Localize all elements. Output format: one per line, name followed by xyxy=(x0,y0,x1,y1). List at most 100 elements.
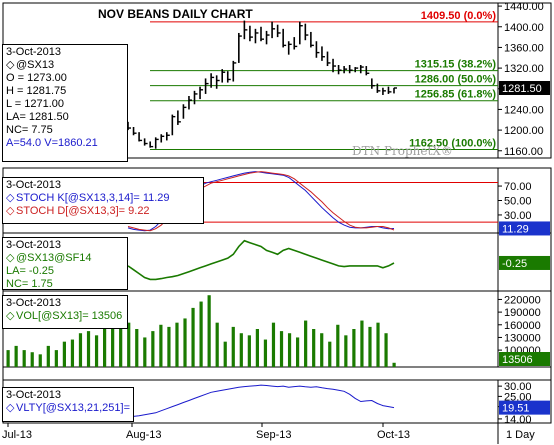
last-value-label: 13506 xyxy=(502,354,533,366)
price-legend-high: H = 1281.75 xyxy=(6,85,67,97)
volume-bar xyxy=(304,320,308,367)
last-value-label: 11.29 xyxy=(502,223,529,235)
y-tick-label: 50.00 xyxy=(504,196,532,208)
volume-bar xyxy=(159,324,163,367)
volume-bar xyxy=(392,362,396,367)
y-tick-label: 1440.00 xyxy=(504,1,544,13)
stoch-legend: 3-Oct-2013 ◇ STOCH K[@SX13,3,14]= 11.29 ◇… xyxy=(2,177,204,224)
x-tick-label: Aug-13 xyxy=(126,429,161,441)
volume-bar xyxy=(135,329,139,367)
y-tick-label: 160000 xyxy=(504,320,541,332)
volume-bar xyxy=(360,320,364,367)
volume-bar xyxy=(344,335,348,367)
stoch-legend-d: STOCH D[@SX13,3]= 9.22 xyxy=(16,205,150,217)
y-tick-label: 70.00 xyxy=(504,181,532,193)
retracement-label: 1286.00 (50.0%) xyxy=(415,74,497,86)
last-value-tag xyxy=(499,80,550,95)
volatility-line xyxy=(127,384,395,418)
volume-bar xyxy=(127,322,131,367)
volume-bar xyxy=(119,329,123,367)
y-tick-label: 1400.00 xyxy=(504,22,544,34)
volatility-legend-date: 3-Oct-2013 xyxy=(6,389,62,401)
price-legend-symbol-row: ◇ @SX13 xyxy=(6,59,124,72)
volume-bar xyxy=(46,345,50,367)
volume-legend-date: 3-Oct-2013 xyxy=(6,297,62,309)
volume-bar xyxy=(143,337,147,367)
y-tick-label: 190000 xyxy=(504,307,541,319)
stoch-legend-date: 3-Oct-2013 xyxy=(6,179,62,191)
volume-bar xyxy=(207,295,211,367)
retracement-label: 1315.15 (38.2%) xyxy=(415,59,497,71)
volatility-legend-row: ◇VLTY[@SX13,21,251]= 19.51 xyxy=(6,402,133,415)
stoch-legend-d-row: ◇ STOCH D[@SX13,3]= 9.22 xyxy=(6,205,200,218)
volume-bar xyxy=(38,354,42,367)
spread-legend: 3-Oct-2013 ◇ @SX13@SF14 LA= -0.25 NC= 1.7… xyxy=(2,237,128,290)
last-value-label: 1281.50 xyxy=(502,83,542,95)
spread-legend-symbol-row: ◇ @SX13@SF14 xyxy=(6,252,124,265)
volume-bar xyxy=(312,329,316,367)
price-legend-symbol: @SX13 xyxy=(16,59,55,71)
y-tick-label: 30.00 xyxy=(504,381,532,393)
period-label: 1 Day xyxy=(506,429,535,441)
volatility-legend-label: VLTY[@SX13,21,251]= 19.51 xyxy=(16,402,133,414)
panel-separator xyxy=(2,366,552,381)
retracement-label: 1256.85 (61.8%) xyxy=(415,89,497,101)
chart-title: NOV BEANS DAILY CHART xyxy=(98,7,253,21)
price-legend-net-change: NC= 7.75 xyxy=(6,124,53,136)
spread-line xyxy=(127,239,395,281)
y-tick-label: 220000 xyxy=(504,294,541,306)
volume-bar xyxy=(191,307,195,367)
stoch-legend-k: STOCH K[@SX13,3,14]= 11.29 xyxy=(16,192,170,204)
last-value-tag xyxy=(499,400,550,415)
spread-legend-symbol: @SX13@SF14 xyxy=(16,252,92,264)
volume-bar xyxy=(22,350,26,367)
volume-bar xyxy=(183,318,187,367)
volume-bar xyxy=(30,352,34,367)
volume-bar xyxy=(279,331,284,367)
volume-bar xyxy=(328,341,332,367)
volume-bar xyxy=(62,341,66,367)
y-tick-label: 1160.00 xyxy=(504,146,543,158)
volume-legend: 3-Oct-2013 ◇ VOL[@SX13]= 13506 xyxy=(2,295,128,329)
volume-bar xyxy=(336,324,340,367)
diamond-icon: ◇ xyxy=(6,252,15,264)
spread-legend-last: LA= -0.25 xyxy=(6,265,55,277)
y-tick-label: 1240.00 xyxy=(504,104,544,116)
diamond-icon: ◇ xyxy=(6,59,15,71)
last-value-tag xyxy=(499,352,550,366)
diamond-icon: ◇ xyxy=(6,192,15,204)
volume-bar xyxy=(239,333,243,367)
volume-legend-label: VOL[@SX13]= 13506 xyxy=(16,310,123,322)
volume-bar xyxy=(296,337,300,367)
volume-bar xyxy=(352,329,356,367)
volume-bar xyxy=(70,339,75,367)
last-value-tag xyxy=(499,255,550,270)
volume-bar xyxy=(175,322,179,367)
volume-bar xyxy=(167,326,171,367)
y-tick-label: 30.00 xyxy=(504,210,532,222)
volume-legend-row: ◇ VOL[@SX13]= 13506 xyxy=(6,310,124,323)
volume-bar xyxy=(376,322,380,367)
price-legend-date: 3-Oct-2013 xyxy=(6,46,62,58)
stoch-legend-k-row: ◇ STOCH K[@SX13,3,14]= 11.29 xyxy=(6,192,200,205)
last-value-label: -0.25 xyxy=(502,258,527,270)
price-legend-low: L = 1271.00 xyxy=(6,98,65,110)
volume-bar xyxy=(255,329,259,367)
y-tick-label: 1200.00 xyxy=(504,125,544,137)
volume-bar xyxy=(287,333,292,367)
y-tick-label: 14.00 xyxy=(504,414,532,426)
volume-bar xyxy=(103,322,107,367)
volatility-legend: 3-Oct-2013 ◇VLTY[@SX13,21,251]= 19.51 xyxy=(2,387,134,422)
y-tick-label: 1360.00 xyxy=(504,42,544,54)
diamond-icon: ◇ xyxy=(6,310,15,322)
volume-bar xyxy=(78,333,83,367)
last-value-label: 19.51 xyxy=(502,403,530,415)
spread-legend-net-change: NC= 1.75 xyxy=(6,278,53,290)
volume-bar xyxy=(86,331,91,367)
volume-bar xyxy=(271,322,276,367)
spread-legend-date: 3-Oct-2013 xyxy=(6,239,62,251)
retracement-label: 1162.50 (100.0%) xyxy=(409,137,496,149)
volume-bar xyxy=(111,324,115,367)
